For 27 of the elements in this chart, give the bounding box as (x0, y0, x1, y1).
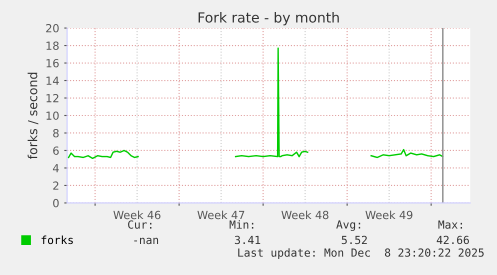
text: Avg: (336, 220, 360, 231)
y-tick-label: 0 (53, 198, 59, 208)
text: -nan (134, 238, 158, 244)
y-axis-title: forks / second (28, 72, 38, 160)
legend-label: forks (42, 236, 73, 244)
x-tick-label: Week 47 (197, 210, 244, 220)
text: 3.41 (234, 236, 260, 244)
text: Max: (438, 220, 462, 229)
x-tick-label: Week 49 (365, 210, 412, 220)
text: 5.52 (342, 236, 367, 244)
y-tick-label: 4 (52, 164, 59, 172)
x-tick-label: Week 46 (113, 210, 160, 220)
y-tick-label: 14 (46, 76, 59, 85)
text: Last update: Mon Dec 8 23:20:22 2025 (238, 248, 484, 259)
y-tick-label: 16 (46, 59, 59, 68)
text: 42.66 (436, 236, 469, 244)
text: Min: (230, 220, 254, 229)
y-tick-label: 20 (46, 24, 59, 32)
x-tick-label: Week 48 (281, 210, 328, 220)
chart-title: Fork rate - by month (198, 12, 339, 26)
y-tick-label: 12 (46, 94, 58, 102)
y-tick-label: 2 (53, 181, 58, 190)
y-tick-label: 18 (46, 42, 59, 50)
text: Cur: (128, 220, 152, 229)
y-tick-label: 6 (53, 146, 59, 155)
y-tick-label: 10 (46, 111, 59, 120)
y-tick-label: 8 (53, 128, 59, 138)
